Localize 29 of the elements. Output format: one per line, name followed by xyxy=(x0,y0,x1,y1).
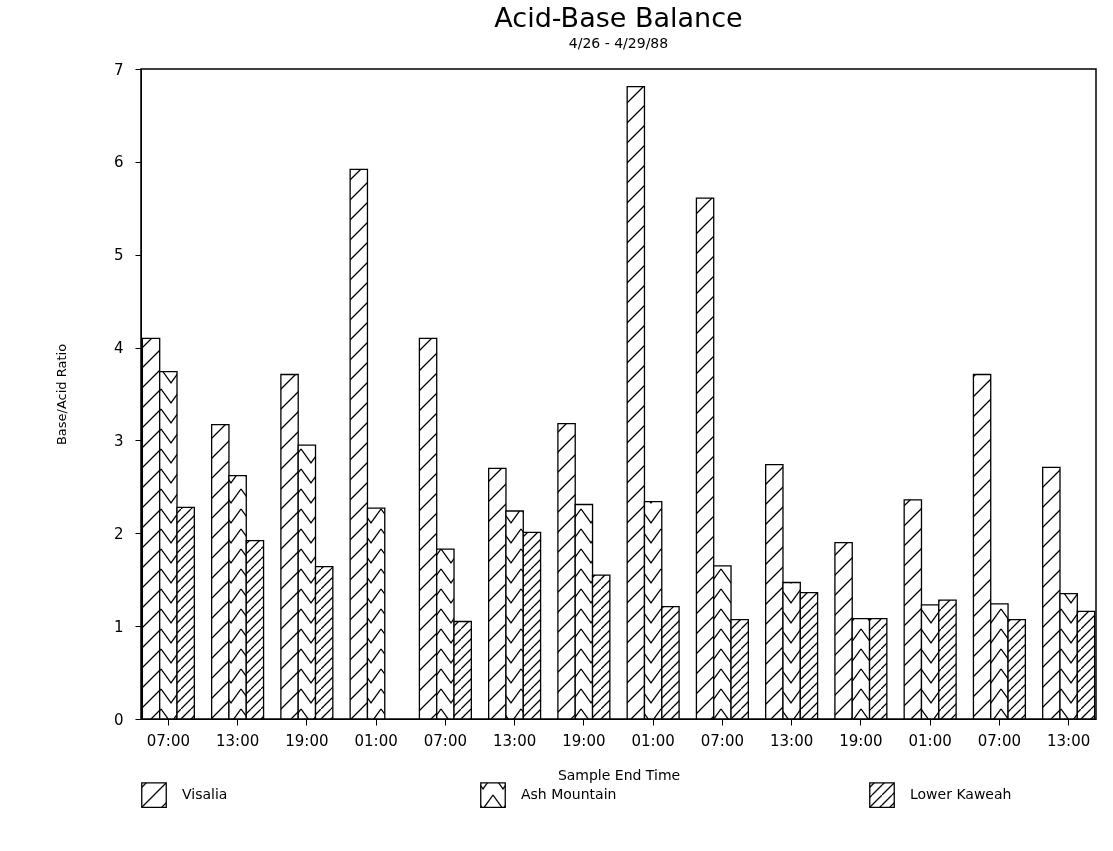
x-tick-label: 19:00 xyxy=(285,731,329,750)
x-tick-label: 13:00 xyxy=(215,731,260,750)
legend-label: Visalia xyxy=(182,786,228,803)
y-axis-title: Base/Acid Ratio xyxy=(53,343,69,446)
x-tick-label: 13:00 xyxy=(493,731,537,750)
x-tick-label: 07:00 xyxy=(700,731,744,750)
y-tick-label: 4 xyxy=(113,339,124,358)
x-tick-label: 19:00 xyxy=(839,731,883,750)
x-tick-label: 07:00 xyxy=(146,731,190,750)
y-tick-label: 6 xyxy=(113,153,124,172)
y-tick-label: 1 xyxy=(113,617,124,636)
legend-label: Lower Kaweah xyxy=(910,786,1012,803)
x-tick-label: 01:00 xyxy=(631,731,675,750)
y-tick-label: 5 xyxy=(113,246,124,265)
chart-title: Acid-Base Balance xyxy=(494,2,743,33)
x-tick-label: 07:00 xyxy=(423,731,467,750)
x-tick-label: 07:00 xyxy=(977,731,1022,750)
chart-subtitle: 4/26 - 4/29/88 xyxy=(568,35,669,51)
x-tick-label: 01:00 xyxy=(354,731,398,750)
y-tick-label: 0 xyxy=(113,710,124,729)
y-tick-label: 7 xyxy=(113,60,124,79)
legend-label: Ash Mountain xyxy=(521,786,617,803)
x-tick-label: 13:00 xyxy=(1047,731,1091,750)
y-tick-label: 2 xyxy=(113,524,124,543)
x-axis-title: Sample End Time xyxy=(557,766,681,783)
x-tick-label: 19:00 xyxy=(562,731,606,750)
x-tick-label: 13:00 xyxy=(770,731,814,750)
y-tick-label: 3 xyxy=(113,431,124,450)
x-tick-label: 01:00 xyxy=(908,731,952,750)
